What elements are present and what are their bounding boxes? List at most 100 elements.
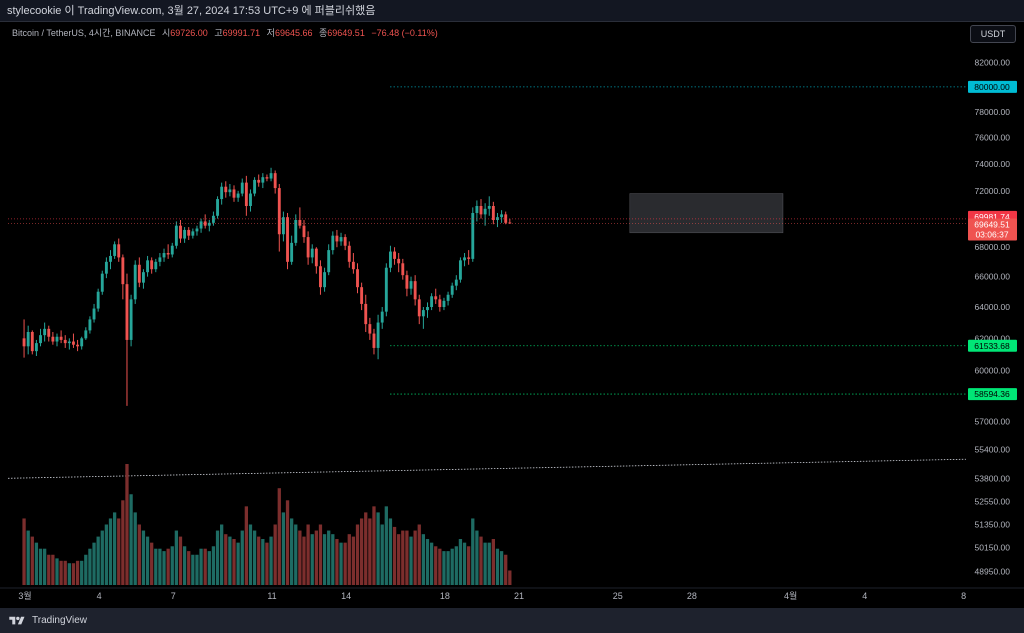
candle-body	[43, 328, 47, 336]
volume-bar	[265, 542, 269, 585]
volume-bar	[368, 518, 372, 585]
volume-bar	[446, 551, 450, 585]
y-tick-label: 72000.00	[975, 186, 1011, 196]
volume-bar	[409, 536, 413, 585]
volume-bar	[355, 524, 360, 585]
x-tick-label: 8	[961, 591, 966, 601]
legend-symbol: Bitcoin / TetherUS, 4시간, BINANCE	[12, 28, 156, 38]
volume-bar	[471, 518, 475, 585]
legend-high: 69991.71	[222, 28, 261, 38]
level-price-badge	[968, 339, 1017, 352]
candle-body	[430, 296, 434, 308]
volume-bar	[248, 524, 253, 585]
high-price-text: 69981.74	[974, 212, 1010, 222]
volume-bar	[47, 554, 51, 585]
candle-body	[413, 281, 417, 300]
candle-body	[265, 177, 269, 179]
volume-bar	[232, 539, 236, 585]
volume-bar	[133, 512, 137, 585]
volume-bar	[335, 539, 339, 585]
candle-body	[236, 193, 240, 198]
volume-bar	[475, 530, 479, 585]
candle-body	[290, 242, 294, 262]
candle-body	[146, 260, 149, 273]
candle-body	[475, 205, 479, 213]
candle-body	[487, 205, 491, 209]
candle-body	[244, 182, 248, 206]
volume-bar	[162, 551, 166, 585]
candle-body	[179, 225, 182, 239]
candle-body	[434, 296, 438, 300]
candle-body	[479, 205, 483, 215]
range-box	[629, 193, 784, 234]
volume-bar	[59, 560, 63, 585]
candle-body	[463, 257, 466, 261]
candle-body	[142, 272, 145, 283]
candle-body	[55, 336, 59, 342]
candle-body	[446, 294, 450, 301]
candle-body	[314, 248, 318, 267]
volume-bar	[117, 518, 121, 585]
volume-bar	[306, 524, 310, 585]
price-chart[interactable]: 82000.00 78000.00 76000.00 74000.00 72000.00…	[0, 22, 1024, 608]
candle-body	[351, 261, 355, 270]
candle-body	[129, 299, 133, 340]
candle-body	[154, 261, 158, 270]
y-tick-label: 53800.00	[975, 473, 1011, 483]
volume-bar	[273, 524, 277, 585]
currency-button[interactable]: USDT	[970, 25, 1016, 43]
candle-body	[319, 266, 322, 288]
y-tick-label: 82000.00	[975, 58, 1011, 68]
candle-body	[500, 214, 504, 218]
volume-bar	[224, 534, 228, 585]
candle-body	[22, 338, 26, 347]
candle-body	[356, 269, 359, 288]
volume-bar	[187, 551, 191, 585]
x-tick-label: 28	[687, 591, 697, 601]
candle-body	[467, 257, 471, 259]
y-tick-label: 76000.00	[975, 132, 1011, 142]
volume-bar	[75, 560, 80, 585]
footer-bar: TradingView	[0, 608, 1024, 633]
volume-bar	[174, 530, 179, 585]
candle-body	[421, 310, 425, 317]
volume-bar	[84, 554, 88, 585]
candle-body	[426, 307, 429, 311]
legend-open-label: 시	[161, 28, 171, 38]
legend-change: −76.48 (−0.11%)	[371, 28, 438, 38]
candle-body	[67, 341, 71, 344]
volume-bar	[252, 530, 257, 585]
candle-body	[504, 214, 508, 223]
candle-body	[360, 287, 364, 304]
volume-bar	[145, 536, 150, 585]
candle-body	[331, 235, 335, 251]
candle-body	[92, 308, 96, 320]
volume-bar	[438, 548, 442, 585]
footer-brand: TradingView	[32, 615, 88, 626]
candle-body	[368, 324, 372, 334]
x-tick-label: 14	[341, 591, 351, 601]
chart-area[interactable]	[0, 22, 1024, 608]
volume-bar	[359, 518, 364, 585]
y-tick-label: 57000.00	[975, 416, 1011, 426]
candle-body	[298, 220, 302, 226]
candle-body	[150, 260, 154, 270]
candle-body	[207, 222, 211, 226]
volume-bar	[277, 488, 281, 585]
volume-bar	[261, 539, 265, 585]
volume-bar	[289, 518, 294, 585]
volume-bar	[150, 542, 154, 585]
volume-bar	[100, 530, 104, 585]
volume-bar	[327, 530, 331, 585]
x-tick-label: 4	[97, 591, 102, 601]
volume-bar	[92, 542, 96, 585]
y-tick-label: 74000.00	[975, 159, 1011, 169]
volume-bar	[499, 551, 504, 585]
volume-bar	[442, 551, 446, 585]
candle-body	[491, 205, 495, 221]
volume-bar	[491, 539, 496, 585]
candle-body	[195, 228, 199, 232]
volume-bar	[339, 542, 343, 585]
candle-body	[72, 341, 75, 345]
candle-body	[166, 253, 170, 255]
